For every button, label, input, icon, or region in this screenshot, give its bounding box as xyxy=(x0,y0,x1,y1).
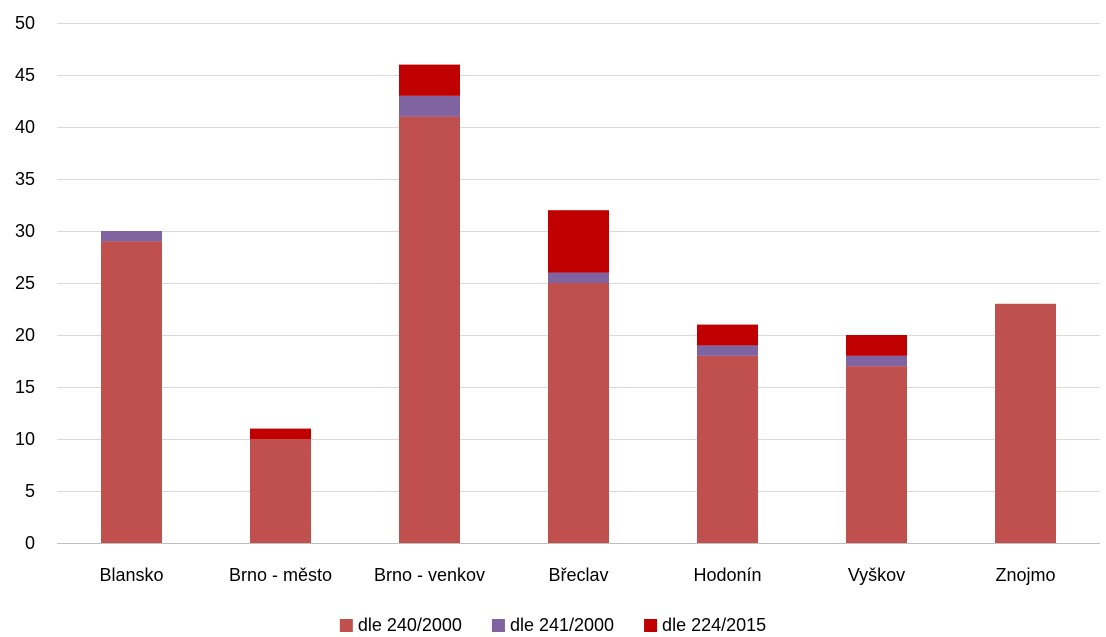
legend-item: dle 241/2000 xyxy=(491,615,614,635)
bar-segment xyxy=(399,116,460,543)
bar-segment xyxy=(548,210,609,273)
bar-segment xyxy=(846,335,907,356)
legend-swatch xyxy=(491,619,505,632)
legend-label: dle 241/2000 xyxy=(510,615,614,635)
bar-segment xyxy=(548,283,609,543)
x-tick-label: Brno - venkov xyxy=(374,565,485,585)
bars xyxy=(101,64,1056,543)
bar-segment xyxy=(399,95,460,117)
y-tick-label: 20 xyxy=(15,325,35,345)
y-tick-label: 25 xyxy=(15,273,35,293)
bar-segment xyxy=(250,439,311,543)
x-tick-label: Brno - město xyxy=(229,565,332,585)
x-tick-label: Znojmo xyxy=(995,565,1055,585)
bar-segment xyxy=(548,272,609,283)
legend-item: dle 224/2015 xyxy=(644,615,766,635)
y-tick-label: 30 xyxy=(15,221,35,241)
y-tick-label: 5 xyxy=(25,481,35,501)
bar-segment xyxy=(399,64,460,96)
y-tick-label: 0 xyxy=(25,533,35,553)
y-tick-label: 15 xyxy=(15,377,35,397)
y-axis: 0 5 10 15 20 25 30 35 40 45 50 xyxy=(15,13,35,553)
x-tick-label: Blansko xyxy=(99,565,163,585)
x-tick-label: Hodonín xyxy=(693,565,761,585)
x-tick-label: Vyškov xyxy=(848,565,905,585)
bar-segment xyxy=(101,231,162,242)
bar-segment xyxy=(846,366,907,543)
y-tick-label: 50 xyxy=(15,13,35,33)
y-tick-label: 45 xyxy=(15,65,35,85)
y-tick-label: 35 xyxy=(15,169,35,189)
legend-swatch xyxy=(339,619,353,632)
legend-label: dle 224/2015 xyxy=(662,615,766,635)
y-tick-label: 40 xyxy=(15,117,35,137)
legend: dle 240/2000 dle 241/2000 dle 224/2015 xyxy=(339,615,766,635)
bar-segment xyxy=(697,324,758,346)
x-axis: Blansko Brno - město Brno - venkov Břeclav H… xyxy=(99,565,1055,585)
legend-item: dle 240/2000 xyxy=(339,615,462,635)
bar-segment xyxy=(846,355,907,367)
y-tick-label: 10 xyxy=(15,429,35,449)
bar-segment xyxy=(101,241,162,543)
bar-segment xyxy=(697,355,758,543)
bar-segment xyxy=(697,345,758,356)
bar-segment xyxy=(250,428,311,439)
bar-segment xyxy=(995,303,1056,543)
legend-label: dle 240/2000 xyxy=(358,615,462,635)
legend-swatch xyxy=(644,619,658,632)
x-tick-label: Břeclav xyxy=(548,565,608,585)
